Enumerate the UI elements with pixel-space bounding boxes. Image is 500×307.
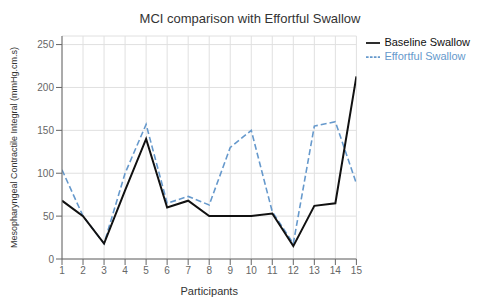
svg-text:150: 150: [37, 125, 54, 136]
svg-text:9: 9: [227, 265, 233, 276]
svg-text:Participants: Participants: [180, 285, 238, 297]
svg-text:13: 13: [309, 265, 321, 276]
svg-text:100: 100: [37, 168, 54, 179]
svg-text:1: 1: [59, 265, 65, 276]
svg-text:3: 3: [101, 265, 107, 276]
html-text:Baseline Swallow: Baseline Swallow: [384, 36, 470, 48]
html-text:MCI comparison with Effortful: MCI comparison with Effortful Swallow: [139, 11, 361, 26]
svg-text:12: 12: [288, 265, 300, 276]
svg-text:5: 5: [143, 265, 149, 276]
svg-text:0: 0: [48, 254, 54, 265]
svg-text:50: 50: [43, 211, 55, 222]
svg-text:4: 4: [122, 265, 128, 276]
svg-text:Mesopharyngeal Contractile Int: Mesopharyngeal Contractile Integral (mmH…: [9, 47, 19, 248]
svg-text:2: 2: [80, 265, 86, 276]
svg-text:7: 7: [185, 265, 191, 276]
svg-text:6: 6: [164, 265, 170, 276]
svg-text:11: 11: [267, 265, 278, 276]
html-text:Effortful Swallow: Effortful Swallow: [384, 50, 466, 63]
svg-text:14: 14: [330, 265, 342, 276]
svg-text:15: 15: [351, 265, 363, 276]
svg-text:10: 10: [246, 265, 258, 276]
svg-text:200: 200: [37, 82, 54, 93]
svg-text:8: 8: [206, 265, 212, 276]
svg-text:250: 250: [37, 39, 54, 50]
